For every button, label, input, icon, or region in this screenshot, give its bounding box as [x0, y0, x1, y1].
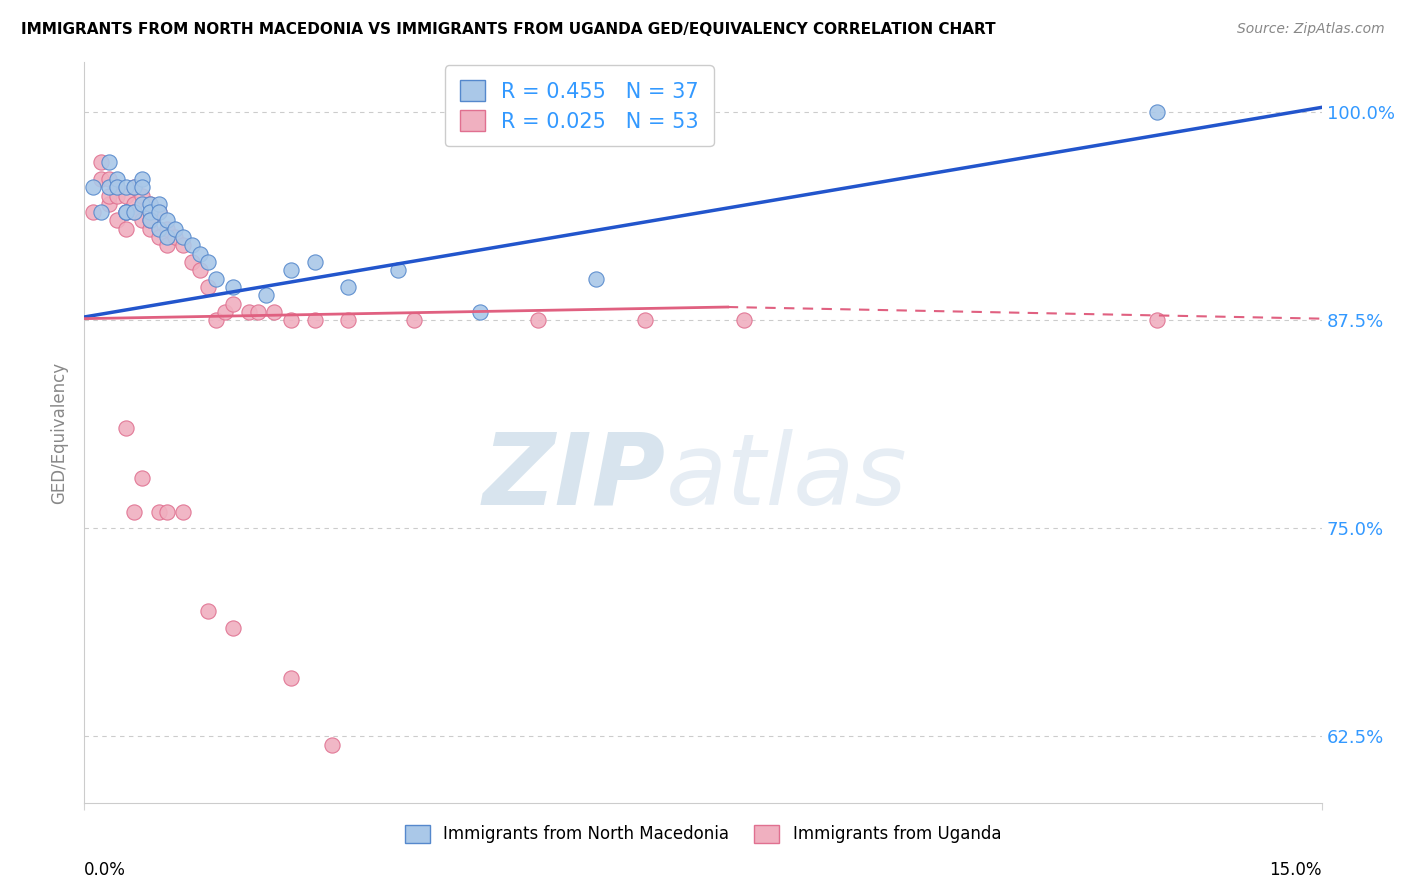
Point	[131, 213, 153, 227]
Legend: Immigrants from North Macedonia, Immigrants from Uganda: Immigrants from North Macedonia, Immigra…	[398, 818, 1008, 850]
Point	[527, 313, 550, 327]
Point	[222, 296, 245, 310]
Point	[246, 305, 269, 319]
Point	[585, 271, 607, 285]
Point	[205, 313, 228, 327]
Point	[122, 180, 145, 194]
Point	[148, 205, 170, 219]
Point	[148, 205, 170, 219]
Point	[148, 197, 170, 211]
Point	[82, 205, 104, 219]
Point	[139, 222, 162, 236]
Text: 15.0%: 15.0%	[1270, 861, 1322, 880]
Point	[172, 238, 194, 252]
Point	[214, 305, 236, 319]
Point	[156, 230, 179, 244]
Point	[131, 180, 153, 194]
Point	[114, 222, 136, 236]
Point	[122, 180, 145, 194]
Point	[105, 188, 128, 202]
Point	[304, 313, 326, 327]
Point	[165, 222, 187, 236]
Point	[404, 313, 426, 327]
Point	[114, 180, 136, 194]
Point	[634, 313, 657, 327]
Point	[156, 238, 179, 252]
Point	[165, 230, 187, 244]
Point	[105, 213, 128, 227]
Point	[172, 230, 194, 244]
Text: 0.0%: 0.0%	[84, 861, 127, 880]
Point	[122, 205, 145, 219]
Point	[98, 188, 121, 202]
Point	[131, 172, 153, 186]
Point	[82, 180, 104, 194]
Point	[188, 263, 211, 277]
Y-axis label: GED/Equivalency: GED/Equivalency	[51, 361, 69, 504]
Point	[148, 222, 170, 236]
Point	[98, 197, 121, 211]
Point	[131, 471, 153, 485]
Point	[156, 222, 179, 236]
Point	[197, 280, 219, 294]
Point	[263, 305, 285, 319]
Text: Source: ZipAtlas.com: Source: ZipAtlas.com	[1237, 22, 1385, 37]
Point	[105, 172, 128, 186]
Point	[197, 255, 219, 269]
Point	[470, 305, 492, 319]
Text: atlas: atlas	[666, 428, 907, 525]
Point	[197, 605, 219, 619]
Point	[139, 213, 162, 227]
Point	[90, 205, 112, 219]
Point	[139, 197, 162, 211]
Point	[1146, 313, 1168, 327]
Point	[139, 213, 162, 227]
Point	[90, 172, 112, 186]
Point	[733, 313, 755, 327]
Point	[122, 197, 145, 211]
Point	[387, 263, 409, 277]
Point	[98, 155, 121, 169]
Point	[148, 230, 170, 244]
Point	[180, 238, 202, 252]
Point	[156, 505, 179, 519]
Point	[98, 180, 121, 194]
Point	[114, 421, 136, 435]
Point	[280, 313, 302, 327]
Point	[105, 180, 128, 194]
Point	[180, 255, 202, 269]
Point	[321, 738, 343, 752]
Point	[337, 280, 360, 294]
Point	[254, 288, 277, 302]
Text: ZIP: ZIP	[482, 428, 666, 525]
Point	[98, 172, 121, 186]
Point	[114, 205, 136, 219]
Point	[156, 213, 179, 227]
Point	[280, 671, 302, 685]
Point	[280, 263, 302, 277]
Point	[114, 188, 136, 202]
Point	[139, 197, 162, 211]
Point	[337, 313, 360, 327]
Point	[222, 280, 245, 294]
Point	[131, 197, 153, 211]
Point	[1146, 105, 1168, 120]
Point	[122, 505, 145, 519]
Point	[188, 246, 211, 260]
Point	[114, 205, 136, 219]
Point	[304, 255, 326, 269]
Text: IMMIGRANTS FROM NORTH MACEDONIA VS IMMIGRANTS FROM UGANDA GED/EQUIVALENCY CORREL: IMMIGRANTS FROM NORTH MACEDONIA VS IMMIG…	[21, 22, 995, 37]
Point	[90, 155, 112, 169]
Point	[105, 180, 128, 194]
Point	[205, 271, 228, 285]
Point	[122, 205, 145, 219]
Point	[114, 205, 136, 219]
Point	[222, 621, 245, 635]
Point	[131, 188, 153, 202]
Point	[172, 505, 194, 519]
Point	[238, 305, 260, 319]
Point	[148, 505, 170, 519]
Point	[139, 205, 162, 219]
